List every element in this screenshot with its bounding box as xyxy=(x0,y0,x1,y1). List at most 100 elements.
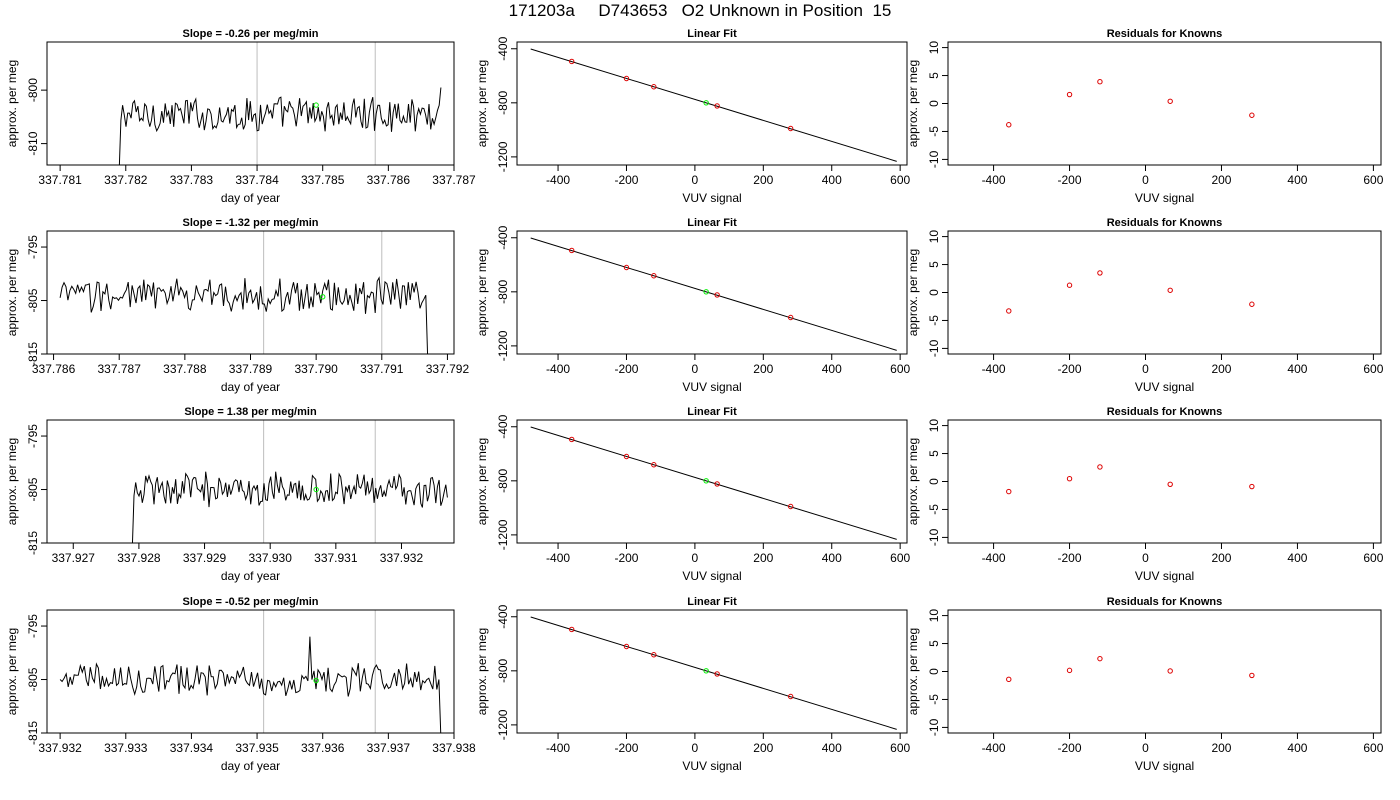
residual-point xyxy=(1066,667,1073,674)
y-tick-label: -800 xyxy=(496,658,510,682)
chart-title: Linear Fit xyxy=(687,406,737,418)
x-tick-label: 400 xyxy=(1287,173,1307,187)
plot-area xyxy=(1006,270,1255,314)
known-point xyxy=(623,453,630,460)
residual-point xyxy=(1249,483,1255,490)
y-tick-label: -795 xyxy=(26,614,40,638)
y-tick-label: -805 xyxy=(26,477,40,501)
plot-frame xyxy=(516,41,908,166)
x-tick-label: 337.933 xyxy=(104,741,148,755)
residual-point xyxy=(1006,308,1012,314)
residual-point xyxy=(1066,476,1073,482)
x-tick-label: 337.787 xyxy=(98,362,142,376)
plot-area xyxy=(131,420,448,543)
x-tick-label: 337.935 xyxy=(235,741,279,755)
x-tick-label: 200 xyxy=(1211,362,1231,376)
chart-title: Slope = -1.32 per meg/min xyxy=(182,217,318,229)
y-tick-label: 5 xyxy=(927,72,941,79)
x-tick-label: -200 xyxy=(614,741,638,755)
chart-title: Linear Fit xyxy=(687,596,737,608)
unknown-point xyxy=(703,668,709,674)
x-tick-label: -200 xyxy=(1058,551,1082,565)
chart-title: Residuals for Knowns xyxy=(1107,28,1223,40)
x-tick-label: 337.792 xyxy=(426,362,470,376)
known-point xyxy=(569,247,575,254)
x-tick-label: 600 xyxy=(890,173,910,187)
y-axis-label: approx. per meg xyxy=(5,438,19,525)
known-point xyxy=(651,462,657,468)
x-axis-label: VUV signal xyxy=(1135,380,1194,394)
y-tick-label: -815 xyxy=(26,342,40,366)
x-tick-label: 400 xyxy=(1287,362,1307,376)
chart-title: Linear Fit xyxy=(687,217,737,229)
plot-frame xyxy=(46,41,455,166)
x-tick-label: -400 xyxy=(546,362,570,376)
page-title: 171203a D743653 O2 Unknown in Position 1… xyxy=(508,1,892,20)
plot-area xyxy=(1006,464,1255,495)
x-axis-label: day of year xyxy=(221,569,280,583)
y-tick-label: -5 xyxy=(927,694,941,705)
known-point xyxy=(787,314,794,321)
x-axis-label: VUV signal xyxy=(1135,191,1194,205)
plot-frame xyxy=(947,41,1382,166)
x-tick-label: 337.789 xyxy=(229,362,273,376)
y-tick-label: 5 xyxy=(927,640,941,647)
known-point xyxy=(714,292,720,298)
plot-frame xyxy=(516,230,908,355)
x-tick-label: 600 xyxy=(890,551,910,565)
fit-line xyxy=(530,48,897,162)
residual-point xyxy=(1249,672,1255,679)
chart-title: Slope = 1.38 per meg/min xyxy=(184,406,317,418)
x-tick-label: 0 xyxy=(692,362,699,376)
x-tick-label: 200 xyxy=(1211,551,1231,565)
x-tick-label: 337.931 xyxy=(314,551,358,565)
chart-title: Linear Fit xyxy=(687,28,737,40)
y-tick-label: -815 xyxy=(26,721,40,745)
y-axis-label: approx. per meg xyxy=(5,60,19,147)
x-tick-label: 337.934 xyxy=(170,741,214,755)
data-trace xyxy=(118,87,442,165)
residual-point xyxy=(1097,78,1103,85)
x-tick-label: 337.932 xyxy=(380,551,424,565)
y-tick-label: -1200 xyxy=(496,519,510,550)
plot-frame xyxy=(46,609,455,734)
residual-point xyxy=(1249,301,1255,307)
residual-point xyxy=(1006,488,1012,495)
plot-frame xyxy=(947,609,1382,734)
plot-frame xyxy=(46,419,455,544)
x-tick-label: 400 xyxy=(822,551,842,565)
residual-point xyxy=(1006,122,1012,128)
y-tick-label: -400 xyxy=(496,36,510,60)
unknown-marker xyxy=(320,294,326,300)
plot-frame xyxy=(947,230,1382,355)
x-tick-label: 400 xyxy=(1287,741,1307,755)
known-point xyxy=(651,84,657,90)
x-axis-label: VUV signal xyxy=(682,380,741,394)
x-tick-label: 200 xyxy=(753,173,773,187)
unknown-point xyxy=(703,289,709,295)
data-trace xyxy=(59,636,442,733)
x-axis-label: VUV signal xyxy=(1135,569,1194,583)
x-axis-label: day of year xyxy=(221,191,280,205)
plot-area xyxy=(59,610,442,733)
plot-area xyxy=(530,616,897,730)
known-point xyxy=(787,503,794,510)
known-point xyxy=(623,75,630,82)
y-tick-label: -10 xyxy=(927,528,941,546)
x-tick-label: 400 xyxy=(822,741,842,755)
x-tick-label: -400 xyxy=(546,551,570,565)
chart-title: Residuals for Knowns xyxy=(1107,217,1223,229)
x-tick-label: 337.930 xyxy=(248,551,292,565)
fit-line xyxy=(530,616,897,730)
plot-area xyxy=(1006,78,1255,128)
x-tick-label: 0 xyxy=(692,741,699,755)
data-trace xyxy=(59,276,429,354)
x-tick-label: 337.790 xyxy=(294,362,338,376)
data-trace xyxy=(131,471,448,543)
y-tick-label: 10 xyxy=(927,609,941,623)
chart-title: Residuals for Knowns xyxy=(1107,406,1223,418)
y-tick-label: 10 xyxy=(927,230,941,244)
x-tick-label: -400 xyxy=(982,173,1006,187)
plot-frame xyxy=(516,609,908,734)
